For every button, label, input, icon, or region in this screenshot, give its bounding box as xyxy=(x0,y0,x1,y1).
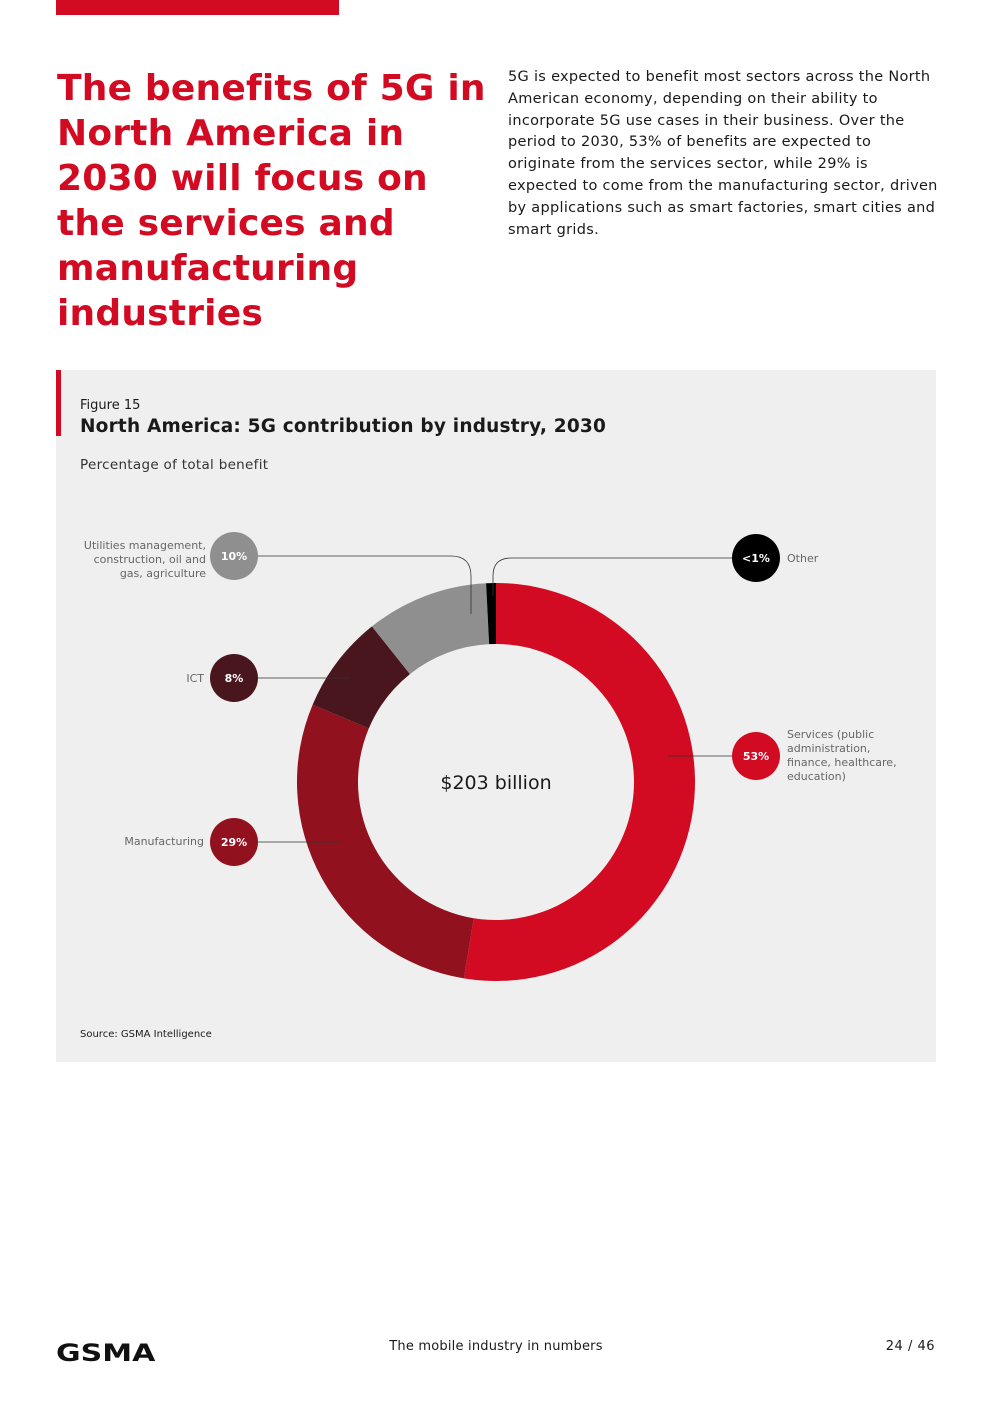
value-bubble xyxy=(210,532,258,580)
figure-number: Figure 15 xyxy=(80,398,141,413)
value-label: 29% xyxy=(221,836,247,849)
donut-slice xyxy=(312,626,410,729)
intro-paragraph: 5G is expected to benefit most sectors a… xyxy=(508,69,938,238)
gsma-logo: GSMA xyxy=(56,1339,156,1367)
top-accent-bar xyxy=(56,0,339,15)
source-note: Source: GSMA Intelligence xyxy=(80,1029,212,1040)
figure-title: North America: 5G contribution by indust… xyxy=(80,416,607,437)
category-label: Services (public administration, finance, … xyxy=(787,728,897,783)
value-label: 53% xyxy=(743,750,769,763)
leader-lines xyxy=(258,555,732,843)
category-label: ICT xyxy=(186,672,204,685)
value-bubbles: 53% 29% 8% 10% <1% xyxy=(210,532,780,866)
footer-publication-title: The mobile industry in numbers xyxy=(389,1339,603,1354)
value-bubble xyxy=(210,818,258,866)
category-label: Utilities management, construction, oil a… xyxy=(84,539,206,580)
donut-slice xyxy=(296,704,474,979)
value-label: 10% xyxy=(221,550,247,563)
value-bubble xyxy=(732,534,780,582)
category-labels: Services (public administration, finance, … xyxy=(84,539,897,848)
category-label: Other xyxy=(787,552,819,565)
value-bubble xyxy=(732,732,780,780)
donut-slice xyxy=(371,583,490,675)
donut-slice xyxy=(486,583,496,645)
leader-line xyxy=(258,555,472,614)
figure-subtitle: Percentage of total benefit xyxy=(80,457,269,473)
donut-chart: 53% 29% 8% 10% <1% Services (public administr… xyxy=(84,532,897,981)
category-label: Manufacturing xyxy=(124,835,204,848)
value-label: <1% xyxy=(742,552,770,565)
center-total-label: $203 billion xyxy=(440,772,551,794)
donut-slice xyxy=(463,583,696,981)
figure-accent-bar xyxy=(56,370,61,436)
value-label: 8% xyxy=(225,672,244,685)
page-headline: The benefits of 5G in North America in 2… xyxy=(57,68,486,334)
leader-line xyxy=(492,557,732,596)
value-bubble xyxy=(210,654,258,702)
figure-panel: Figure 15 North America: 5G contribution… xyxy=(56,370,936,1062)
page-number: 24 / 46 xyxy=(885,1339,935,1354)
donut-slices xyxy=(296,583,696,981)
